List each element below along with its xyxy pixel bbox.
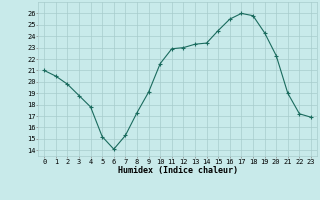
X-axis label: Humidex (Indice chaleur): Humidex (Indice chaleur) xyxy=(118,166,238,175)
